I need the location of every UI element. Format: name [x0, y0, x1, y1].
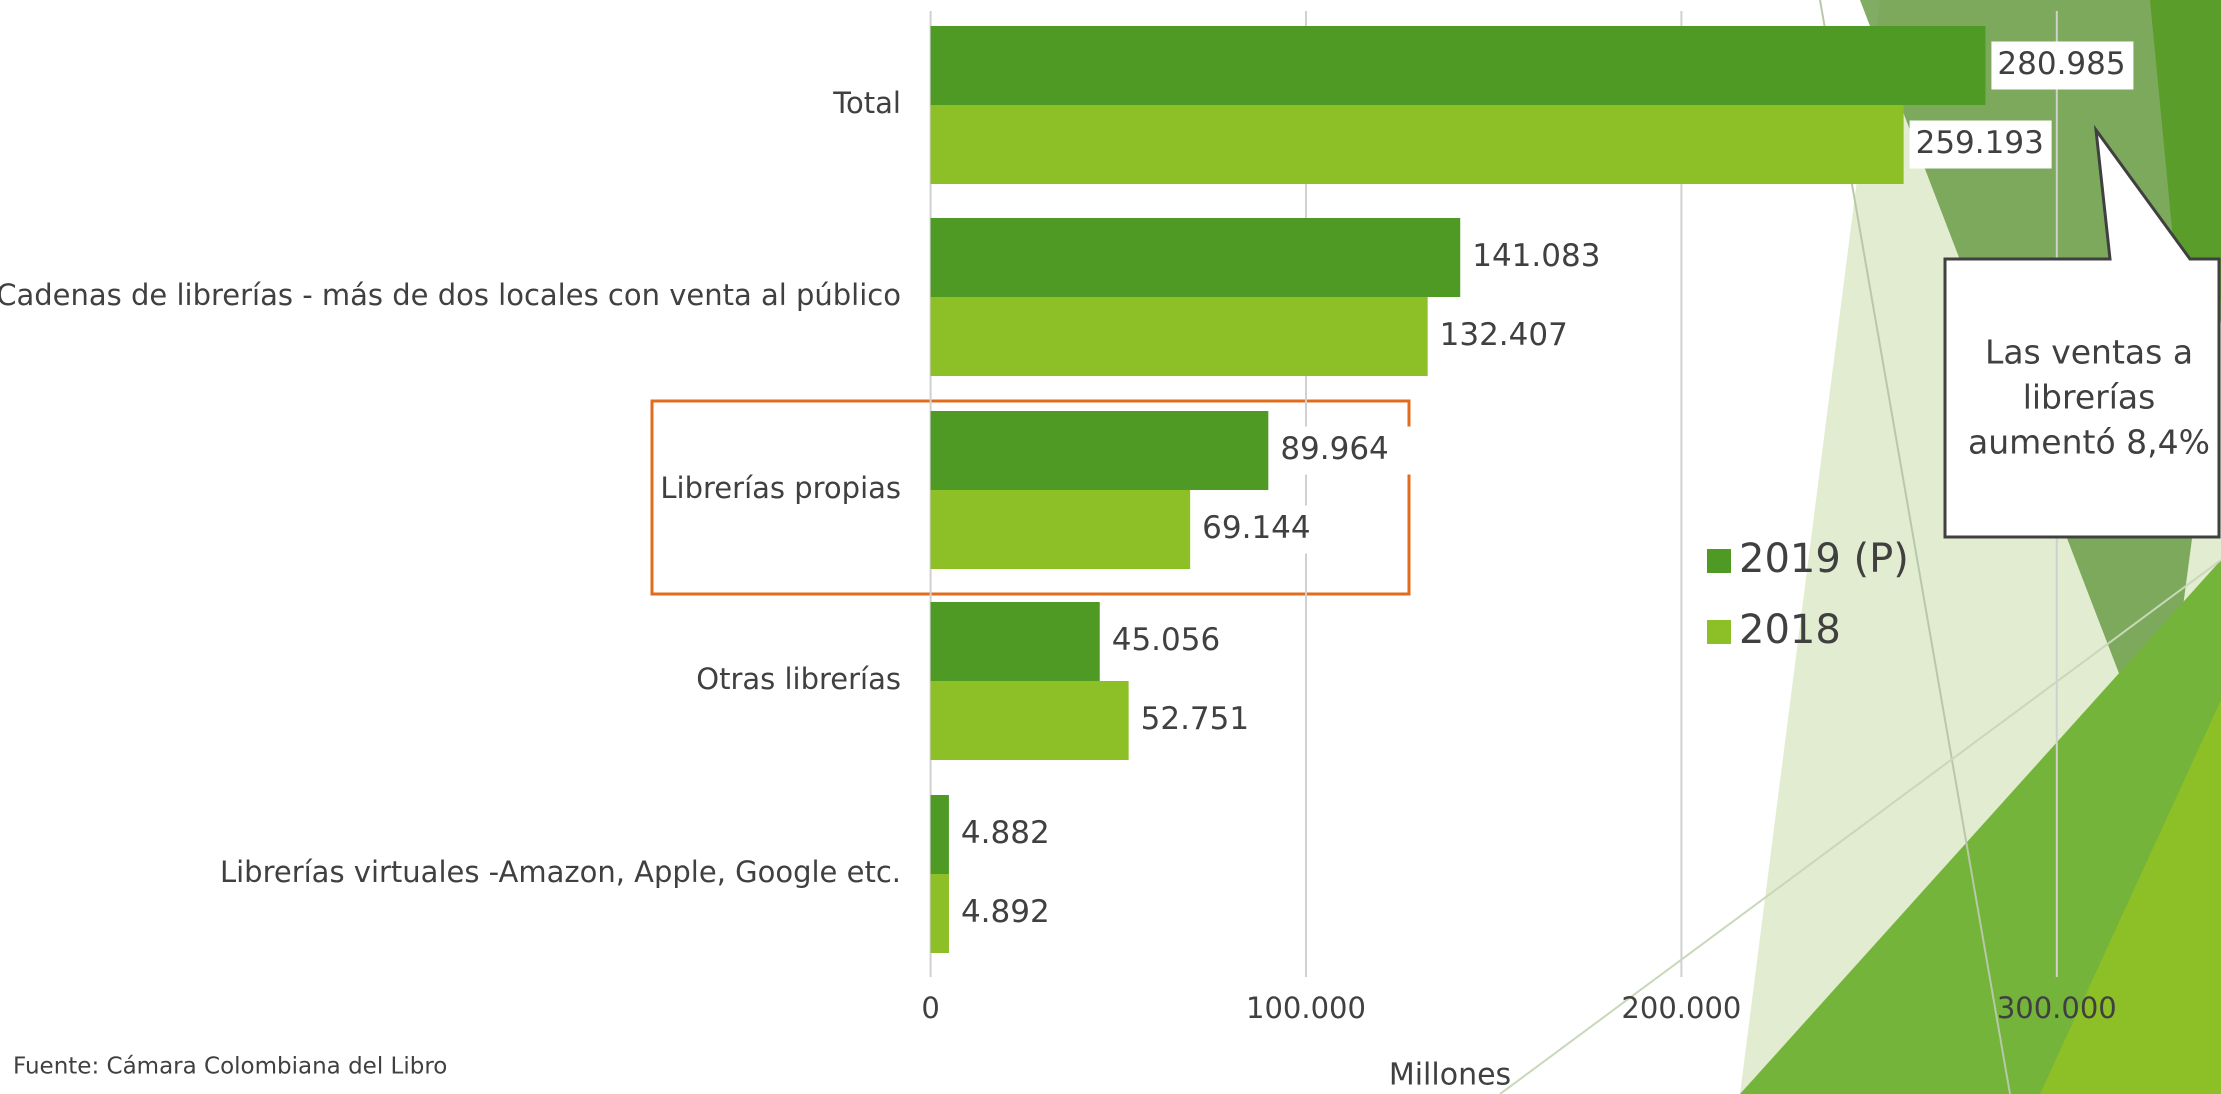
value-label-bg [1196, 505, 1339, 554]
x-tick-label: 200.000 [1621, 991, 1741, 1025]
value-label: 89.964 [1280, 431, 1388, 467]
bar [930, 602, 1100, 681]
value-label: 4.882 [961, 815, 1050, 851]
callout-text: librerías [2023, 378, 2156, 417]
value-label: 259.193 [1916, 125, 2044, 161]
value-label: 141.083 [1472, 238, 1600, 274]
bar [930, 681, 1129, 760]
source-note: Fuente: Cámara Colombiana del Libro [13, 1054, 447, 1080]
bar [930, 297, 1428, 376]
value-label-bg [1991, 41, 2134, 90]
y-tick-label: Librerías virtuales -Amazon, Apple, Goog… [220, 855, 901, 889]
highlight-box [650, 399, 1411, 596]
value-label-bg [1433, 312, 1576, 361]
value-label-bg [1274, 426, 1417, 475]
plot: 0 100.000 200.000 300.000 Total 280.985 259.19… [0, 11, 2134, 1025]
bar [930, 218, 1461, 297]
value-label: 45.056 [1112, 622, 1220, 658]
bar [930, 105, 1904, 184]
bar [930, 490, 1191, 569]
y-tick-label: Librerías propias [660, 471, 901, 505]
x-tick-label: 0 [921, 991, 939, 1025]
x-axis-label: Millones [1389, 1058, 1511, 1093]
value-label-bg [1105, 617, 1248, 666]
value-label: 132.407 [1440, 317, 1568, 353]
bar [930, 795, 949, 874]
value-label-bg [1466, 233, 1609, 282]
legend-swatch [1707, 549, 1731, 573]
bar [930, 26, 1986, 105]
x-tick-label: 300.000 [1997, 991, 2117, 1025]
value-label-bg [1134, 696, 1277, 745]
callout: Las ventas a librerías aumentó 8,4% [1943, 124, 2221, 539]
value-label: 69.144 [1202, 510, 1310, 546]
value-label-bg [1909, 120, 2052, 169]
value-label: 4.892 [961, 894, 1050, 930]
y-tick-label: Otras librerías [696, 662, 901, 696]
legend-label: 2019 (P) [1739, 536, 1909, 582]
callout-text: aumentó 8,4% [1968, 423, 2210, 462]
value-label: 280.985 [1997, 46, 2125, 82]
callout-text: Las ventas a [1985, 333, 2193, 372]
y-tick-label: Total [832, 86, 901, 120]
legend-label: 2018 [1739, 607, 1841, 653]
y-tick-label: Cadenas de librerías - más de dos locale… [0, 278, 901, 312]
x-tick-label: 100.000 [1246, 991, 1366, 1025]
value-label: 52.751 [1141, 701, 1249, 737]
value-label-bg [954, 810, 1097, 859]
legend-swatch [1707, 620, 1731, 644]
value-label-bg [954, 889, 1097, 938]
bar [930, 874, 949, 953]
bar [930, 411, 1269, 490]
